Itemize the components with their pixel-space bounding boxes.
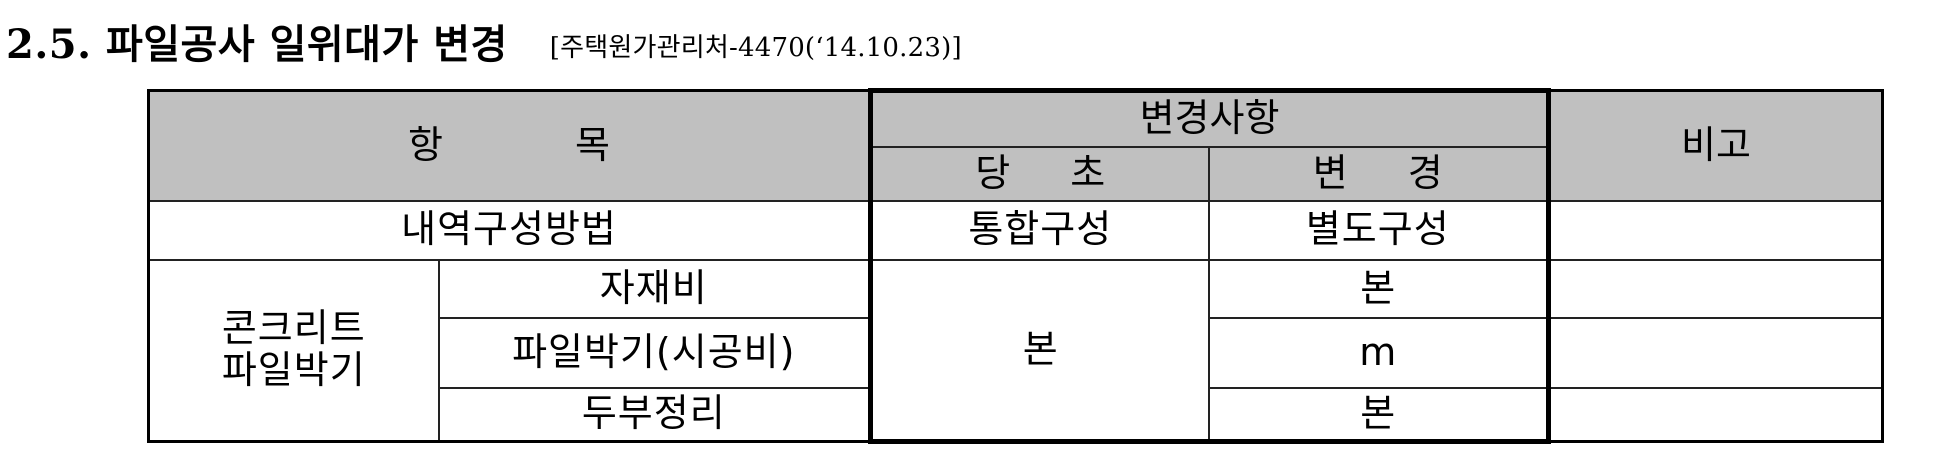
driving-label: 파일박기(시공비) — [437, 316, 872, 389]
driving-remark — [1547, 316, 1884, 389]
composition-label: 내역구성방법 — [147, 199, 872, 261]
section-title: 2.5. 파일공사 일위대가 변경 — [6, 21, 508, 68]
composition-changed: 별도구성 — [1207, 199, 1551, 261]
material-row: 콘크리트 파일박기 자재비 본 본 — [147, 258, 1884, 444]
composition-original: 통합구성 — [868, 199, 1210, 261]
pile-group-label: 콘크리트 파일박기 — [147, 258, 440, 443]
section-heading: 2.5. 파일공사 일위대가 변경 [주택원가관리처-4470(‘14.10.2… — [6, 6, 962, 76]
driving-changed: m — [1207, 316, 1551, 389]
head-cleanup-label: 두부정리 — [437, 386, 872, 443]
head-cleanup-changed: 본 — [1207, 386, 1551, 444]
pile-work-change-table: 항 목 변경사항 비고 당 초 변 경 내역구성방법 통합구성 별도구성 콘크리… — [147, 88, 1884, 444]
composition-remark — [1547, 199, 1884, 261]
header-original: 당 초 — [868, 145, 1210, 202]
composition-row: 내역구성방법 통합구성 별도구성 — [147, 199, 1884, 261]
material-changed: 본 — [1207, 258, 1551, 319]
header-row-1: 항 목 변경사항 비고 — [147, 88, 1884, 202]
header-item: 항 목 — [147, 89, 872, 202]
driving-row: 파일박기(시공비) m — [149, 316, 1884, 389]
head-cleanup-remark — [1547, 386, 1884, 443]
pile-group-line2: 파일박기 — [221, 348, 366, 393]
material-remark — [1547, 258, 1884, 319]
header-remark: 비고 — [1547, 89, 1884, 202]
section-reference: [주택원가관리처-4470(‘14.10.23)] — [549, 32, 962, 63]
pile-original-unit: 본 — [868, 258, 1210, 444]
material-label: 자재비 — [437, 258, 872, 319]
pile-group-line1: 콘크리트 — [221, 306, 366, 351]
header-change-group: 변경사항 — [868, 88, 1551, 148]
header-changed: 변 경 — [1207, 145, 1551, 202]
header-row-2: 당 초 변 경 — [149, 145, 1883, 202]
head-cleanup-row: 두부정리 본 — [149, 386, 1884, 444]
